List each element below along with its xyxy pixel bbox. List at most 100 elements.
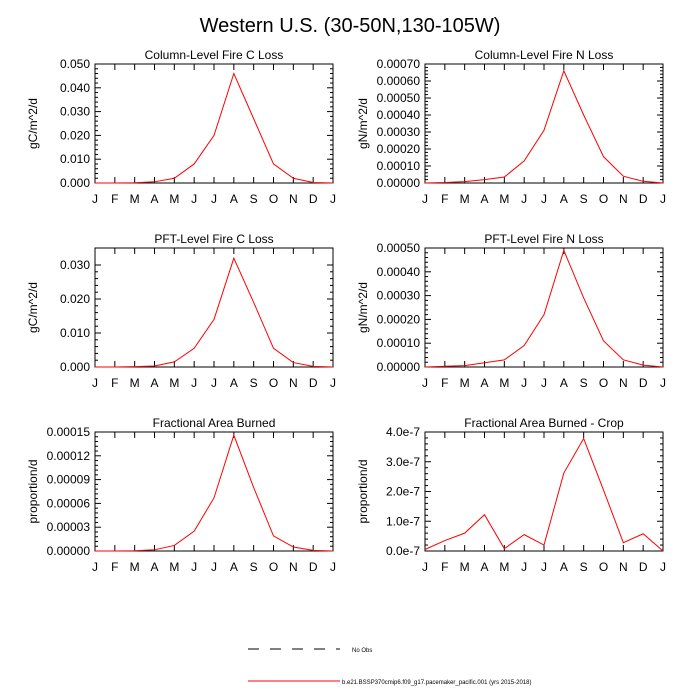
- x-tick-label: J: [211, 192, 217, 206]
- panel-title: Column-Level Fire N Loss: [475, 48, 614, 62]
- plot-frame: [424, 63, 664, 184]
- x-tick-label: J: [422, 376, 428, 390]
- x-tick-label: N: [619, 192, 628, 206]
- x-tick-label: J: [521, 192, 527, 206]
- panel-2: Column-Level Fire N Loss gN/m^2/d 0.00000 0…: [356, 48, 666, 206]
- x-tick-label: J: [541, 376, 547, 390]
- y-tick-label: 1.0e-7: [386, 514, 420, 528]
- x-tick-label: A: [480, 192, 488, 206]
- x-tick-label: J: [92, 560, 98, 574]
- panel-title: Column-Level Fire C Loss: [145, 48, 284, 62]
- plot-frame: [94, 63, 334, 184]
- y-tick-label: 0.00030: [377, 125, 421, 139]
- y-tick-label: 0.00040: [377, 108, 421, 122]
- series-line: [95, 433, 334, 552]
- x-tick-label: J: [330, 192, 336, 206]
- y-tick-label: 0.00003: [47, 520, 91, 534]
- y-tick-label: 3.0e-7: [386, 455, 420, 469]
- y-tick-label: 0.00050: [377, 241, 421, 255]
- y-tick-label: 0.00060: [377, 74, 421, 88]
- x-tick-label: M: [130, 560, 140, 574]
- x-tick-label: O: [269, 376, 278, 390]
- x-tick-label: M: [169, 376, 179, 390]
- x-tick-label: F: [111, 560, 118, 574]
- x-tick-label: A: [480, 376, 488, 390]
- x-tick-label: A: [230, 560, 238, 574]
- x-tick-label: J: [660, 192, 666, 206]
- x-tick-label: A: [560, 192, 568, 206]
- x-tick-label: D: [639, 560, 648, 574]
- x-tick-label: A: [480, 560, 488, 574]
- series-line: [424, 437, 664, 552]
- y-tick-label: 0.010: [60, 152, 90, 166]
- plot-frame: [94, 247, 334, 368]
- y-tick-label: 0.030: [60, 105, 90, 119]
- panel-3: PFT-Level Fire C Loss gC/m^2/d 0.000 0.010 0…: [26, 232, 336, 390]
- x-tick-label: O: [269, 560, 278, 574]
- x-tick-label: A: [150, 192, 158, 206]
- panel-title: Fractional Area Burned: [153, 416, 276, 430]
- x-tick-label: A: [560, 560, 568, 574]
- x-tick-label: M: [130, 192, 140, 206]
- y-tick-label: 4.0e-7: [386, 425, 420, 439]
- panel-title: PFT-Level Fire C Loss: [154, 232, 273, 246]
- x-tick-label: N: [289, 192, 298, 206]
- panel-1: Column-Level Fire C Loss gC/m^2/d 0.000 0.0…: [26, 48, 336, 206]
- x-tick-label: D: [309, 192, 318, 206]
- x-tick-label: A: [150, 376, 158, 390]
- x-tick-label: F: [441, 560, 448, 574]
- panel-4: PFT-Level Fire N Loss gN/m^2/d 0.00000 0.00…: [356, 232, 666, 390]
- x-tick-label: J: [422, 192, 428, 206]
- y-tick-label: 0.00030: [377, 289, 421, 303]
- y-tick-label: 0.00050: [377, 91, 421, 105]
- x-tick-label: A: [230, 192, 238, 206]
- x-tick-label: S: [250, 376, 258, 390]
- y-axis-label: gN/m^2/d: [356, 98, 370, 149]
- x-tick-label: N: [289, 560, 298, 574]
- x-tick-label: O: [599, 192, 608, 206]
- y-axis-label: gC/m^2/d: [26, 98, 40, 149]
- y-tick-label: 0.040: [60, 81, 90, 95]
- y-axis-label: gC/m^2/d: [26, 282, 40, 333]
- y-axis-label: gN/m^2/d: [356, 282, 370, 333]
- x-tick-label: D: [639, 192, 648, 206]
- x-tick-label: F: [111, 192, 118, 206]
- x-tick-label: M: [130, 376, 140, 390]
- x-tick-label: D: [639, 376, 648, 390]
- x-tick-label: M: [460, 192, 470, 206]
- x-tick-label: O: [599, 560, 608, 574]
- y-tick-label: 0.00009: [47, 473, 91, 487]
- y-tick-label: 0.00006: [47, 496, 91, 510]
- panel-title: PFT-Level Fire N Loss: [484, 232, 603, 246]
- x-tick-label: M: [169, 192, 179, 206]
- x-tick-label: S: [580, 192, 588, 206]
- x-tick-label: O: [599, 376, 608, 390]
- x-tick-label: F: [441, 192, 448, 206]
- x-tick-label: J: [92, 376, 98, 390]
- y-axis-label: proportion/d: [26, 459, 40, 523]
- x-tick-label: J: [521, 560, 527, 574]
- y-tick-label: 0.020: [60, 292, 90, 306]
- x-tick-label: J: [541, 192, 547, 206]
- x-tick-label: J: [191, 376, 197, 390]
- x-tick-label: S: [580, 560, 588, 574]
- panel-6: Fractional Area Burned - Crop proportion/…: [356, 416, 666, 574]
- x-tick-label: N: [619, 560, 628, 574]
- y-tick-label: 0.000: [60, 360, 90, 374]
- y-tick-label: 0.010: [60, 326, 90, 340]
- panel-5: Fractional Area Burned proportion/d 0.0000…: [26, 416, 336, 574]
- x-tick-label: J: [330, 560, 336, 574]
- x-tick-label: J: [330, 376, 336, 390]
- y-axis-label: proportion/d: [356, 459, 370, 523]
- x-tick-label: J: [211, 376, 217, 390]
- y-tick-label: 0.0e-7: [386, 544, 420, 558]
- x-tick-label: N: [619, 376, 628, 390]
- x-tick-label: J: [211, 560, 217, 574]
- x-tick-label: J: [191, 192, 197, 206]
- x-tick-label: M: [460, 560, 470, 574]
- x-tick-label: A: [150, 560, 158, 574]
- y-tick-label: 0.00070: [377, 57, 421, 71]
- y-tick-label: 0.00000: [377, 176, 421, 190]
- x-tick-label: S: [250, 192, 258, 206]
